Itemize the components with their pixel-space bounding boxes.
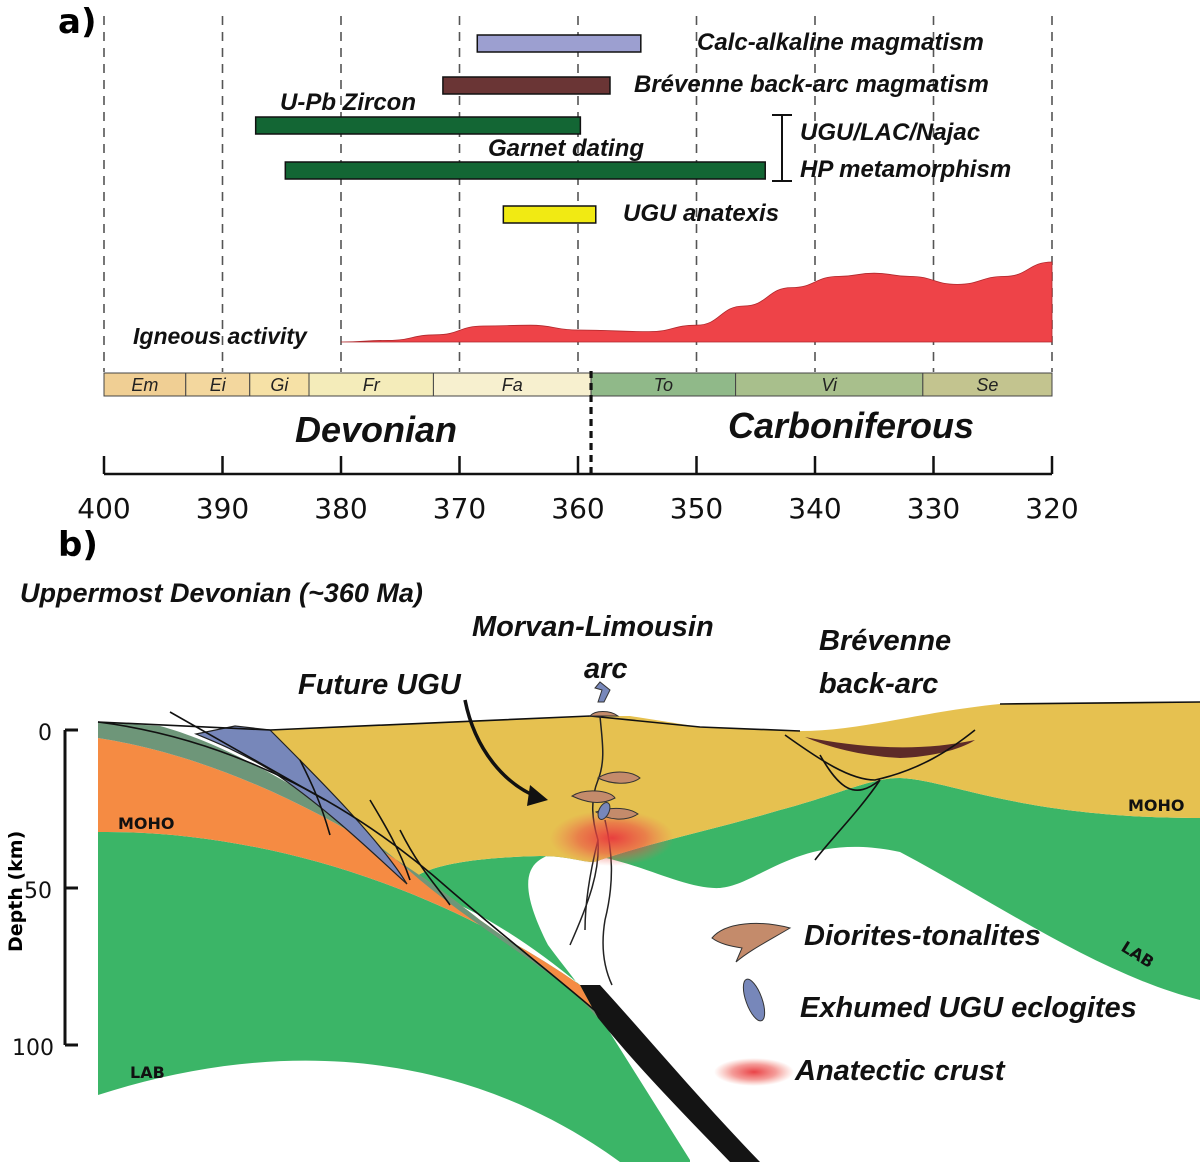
legend-symbol-diorite [711, 922, 792, 963]
panel-b-tag: b) [58, 525, 98, 565]
stage-label-to: To [654, 375, 673, 395]
depth-tick-50: 50 [24, 879, 52, 904]
axis-tick-label-380: 380 [314, 492, 367, 525]
depth-tick-100: 100 [12, 1036, 54, 1061]
stage-label-fa: Fa [502, 375, 523, 395]
future-ugu-arrowhead [527, 785, 548, 806]
range-label-0: Calc-alkaline magmatism [697, 29, 984, 56]
eclogite-bodies [594, 681, 611, 820]
depth-axis [63, 728, 78, 1047]
cross-section [97, 0, 1200, 1162]
legend-symbol-anatexis [714, 1058, 794, 1086]
hp-bracket [772, 114, 792, 182]
legend-label-diorite: Diorites-tonalites [804, 920, 1041, 952]
axis-tick-label-350: 350 [670, 492, 723, 525]
stage-label-vi: Vi [821, 375, 838, 395]
range-label-4: UGU anatexis [623, 200, 779, 227]
label-backarc-1: Brévenne [819, 625, 951, 657]
axis-tick-label-360: 360 [551, 492, 604, 525]
axis-tick-label-370: 370 [433, 492, 486, 525]
lower-plate-mantle [98, 831, 690, 1162]
label-arc-2: arc [584, 653, 628, 685]
stage-label-ei: Ei [210, 375, 227, 395]
upper-plate-crust [270, 702, 1200, 884]
stage-label-se: Se [976, 375, 998, 395]
exhumed-eclogite-wedge [193, 725, 408, 885]
range-label-1: Brévenne back-arc magmatism [634, 71, 989, 98]
bracket-label-ugu: UGU/LAC/Najac [800, 119, 980, 146]
range-bar-2 [254, 116, 582, 135]
range-bar-1 [442, 76, 611, 95]
legend-symbol-eclogite [742, 978, 766, 1022]
stage-box-se [922, 372, 1053, 397]
range-bar-3 [284, 161, 766, 180]
range-bar-0 [476, 34, 642, 53]
axis-tick-label-320: 320 [1025, 492, 1078, 525]
subducting-slab [580, 985, 760, 1162]
range-bar-4 [502, 205, 597, 224]
axis-tick-label-390: 390 [196, 492, 249, 525]
period-devonian: Devonian [295, 409, 457, 450]
axis-tick-label-340: 340 [788, 492, 841, 525]
legend-label-eclogite: Exhumed UGU eclogites [800, 992, 1137, 1024]
panel-a-tag: a) [58, 2, 96, 42]
axis-tick-label-330: 330 [907, 492, 960, 525]
time-axis: 400 390 380 370 360 350 340 330 320 [77, 456, 1079, 525]
depth-tick-0: 0 [38, 721, 52, 746]
label-arc-1: Morvan-Limousin [472, 611, 714, 643]
range-label-2: U-Pb Zircon [280, 89, 416, 116]
future-ugu-arrow [463, 699, 541, 800]
range-label-3: Garnet dating [488, 135, 644, 162]
legend [711, 922, 794, 1086]
label-lab-left: LAB [130, 1063, 165, 1082]
stage-timescale: Em Ei Gi Fr Fa To Vi Se [103, 372, 1053, 397]
igneous-activity-area [340, 261, 1053, 343]
label-moho-right: MOHO [1128, 796, 1185, 815]
bracket-label-hp: HP metamorphism [800, 156, 1011, 183]
anatectic-melt-zone [550, 810, 674, 866]
legend-label-anatexis: Anatectic crust [794, 1055, 1006, 1087]
mantle-wedge [405, 0, 1200, 1020]
panel-b-title: Uppermost Devonian (~360 Ma) [20, 578, 423, 608]
period-carboniferous: Carboniferous [728, 405, 974, 446]
label-moho-left: MOHO [118, 814, 175, 833]
label-backarc-2: back-arc [819, 668, 938, 700]
igneous-activity-label: Igneous activity [133, 323, 308, 349]
backarc-basin [805, 737, 975, 758]
stage-label-em: Em [131, 375, 158, 395]
stage-label-fr: Fr [363, 375, 381, 395]
lower-plate-crust [98, 738, 598, 1018]
label-future-ugu: Future UGU [298, 669, 462, 701]
depth-axis-label: Depth (km) [5, 831, 27, 952]
age-range-bars: Calc-alkaline magmatism Brévenne back-arc… [254, 29, 989, 227]
axis-tick-label-400: 400 [77, 492, 130, 525]
stage-label-gi: Gi [270, 375, 289, 395]
